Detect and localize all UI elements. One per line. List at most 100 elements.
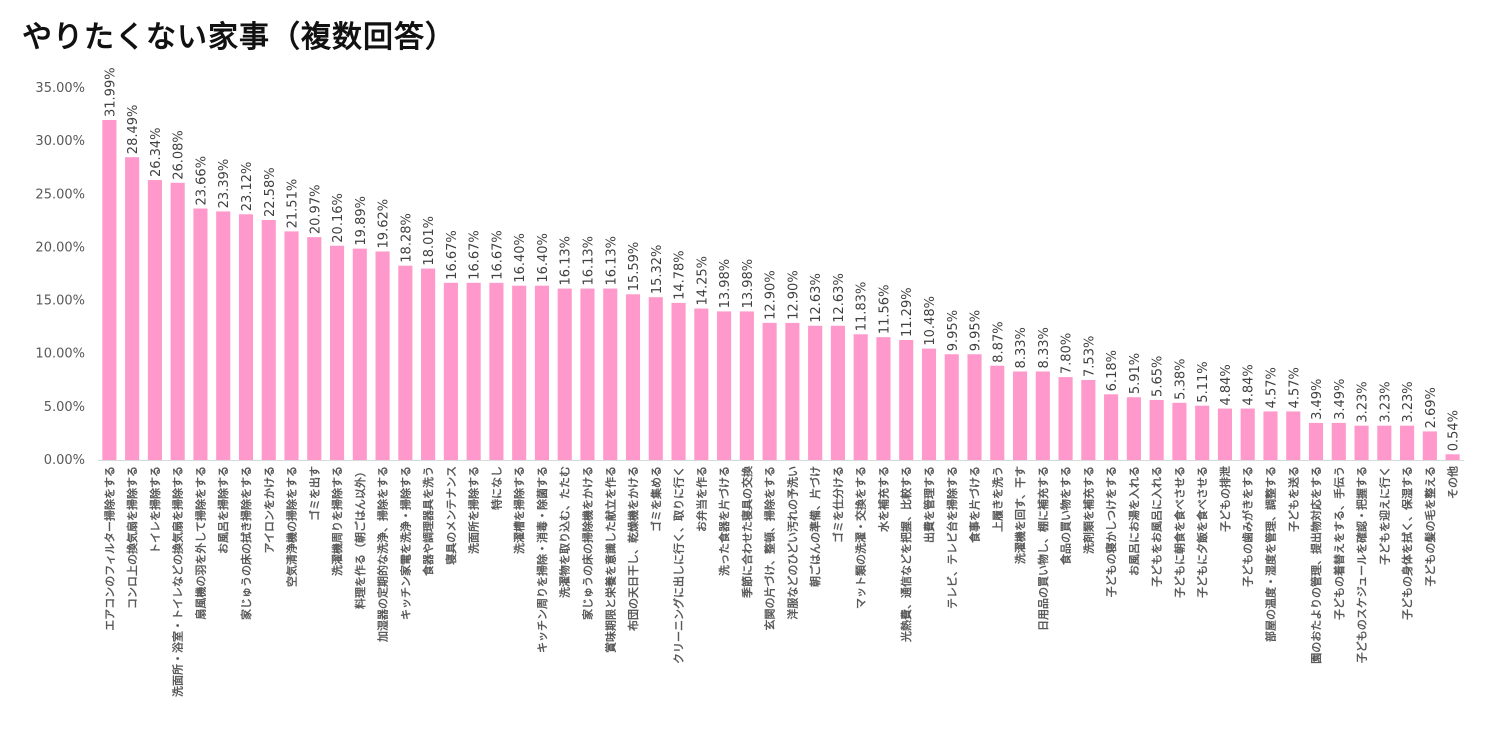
y-tick-label: 15.00% [35, 294, 85, 309]
data-label: 19.62% [377, 199, 392, 249]
data-label: 7.80% [1060, 333, 1075, 374]
data-label: 6.18% [1105, 350, 1120, 391]
bar [329, 245, 345, 460]
x-tick-label: キッチン家電を洗浄・掃除する [398, 466, 412, 620]
x-tick-label: 家じゅうの床の掃除機をかける [580, 466, 594, 620]
x-tick-label: 朝ごはんの準備、片づけ [808, 466, 822, 587]
data-label: 23.39% [217, 159, 232, 209]
x-tick-label: 子どもを送る [1286, 466, 1300, 532]
x-tick-label: 洗剤類を補充する [1081, 466, 1095, 554]
bar [1422, 431, 1437, 460]
bar [557, 288, 572, 460]
data-label: 5.38% [1173, 359, 1188, 400]
bar [762, 322, 777, 460]
bar [603, 288, 618, 460]
data-label: 23.12% [240, 162, 255, 212]
bar [1445, 454, 1460, 460]
data-label: 20.16% [331, 193, 346, 243]
data-label: 26.34% [149, 127, 164, 177]
data-label: 0.54% [1447, 410, 1462, 451]
bar [193, 208, 208, 460]
x-tick-label: 出費を管理する [922, 466, 936, 543]
data-label: 7.53% [1082, 336, 1097, 377]
data-label: 11.83% [855, 282, 870, 332]
x-tick-label: 季節に合わせた寝具の交換 [740, 465, 754, 599]
x-tick-label: 子どもの排泄 [1218, 466, 1232, 532]
bar [534, 285, 550, 460]
data-label: 3.23% [1378, 381, 1393, 422]
bar [1035, 371, 1050, 460]
bar [216, 211, 231, 460]
data-label: 14.25% [695, 256, 710, 306]
x-tick-label: 上履きを洗う [990, 466, 1004, 532]
x-tick-label: テレビ、テレビ台を掃除する [945, 466, 959, 609]
bar [580, 288, 595, 460]
data-label: 3.49% [1333, 379, 1348, 420]
x-tick-label: その他 [1446, 466, 1460, 499]
x-tick-label: ゴミを集める [649, 466, 663, 532]
data-label: 19.89% [354, 196, 369, 246]
x-tick-label: 寝具のメンテナンス [444, 466, 458, 565]
x-tick-label: お弁当を作る [694, 466, 708, 532]
bar [421, 268, 436, 460]
x-tick-label: 食事を片づける [968, 466, 982, 543]
bar [1195, 405, 1210, 460]
x-tick-label: クリーニングに出しに行く、取りに行く [672, 466, 686, 664]
bar [489, 282, 504, 460]
data-label: 11.56% [877, 285, 892, 335]
bar [1058, 377, 1073, 460]
x-tick-label: 洗濯物を取り込む、たたむ [558, 466, 572, 598]
x-tick-label: ゴミを出す [307, 466, 321, 521]
y-tick-label: 10.00% [35, 347, 85, 362]
data-label: 16.67% [468, 230, 483, 280]
x-tick-label: 布団の天日干し、乾燥機をかける [626, 466, 640, 631]
bar [1081, 379, 1096, 460]
x-tick-label: ゴミを仕分ける [831, 466, 845, 543]
bar [307, 237, 322, 460]
data-label: 16.13% [559, 236, 574, 286]
data-label: 18.28% [399, 213, 414, 263]
bar [785, 322, 800, 460]
bar [284, 231, 299, 460]
data-label: 16.40% [513, 233, 528, 283]
data-label: 3.49% [1310, 379, 1325, 420]
x-tick-label: マット類の洗濯・交換をする [854, 466, 868, 609]
bar [648, 297, 663, 460]
x-tick-label: 子どもをお風呂に入れる [1151, 466, 1164, 587]
data-label: 4.84% [1219, 364, 1234, 405]
data-label: 5.65% [1151, 356, 1166, 397]
y-tick-label: 5.00% [44, 400, 85, 415]
bar [1217, 408, 1233, 460]
bar [1286, 411, 1301, 460]
y-tick-label: 20.00% [35, 240, 85, 255]
data-label: 8.33% [1014, 327, 1029, 368]
data-label: 28.49% [126, 105, 141, 155]
data-label: 5.11% [1196, 361, 1211, 402]
x-tick-label: トイレを掃除する [148, 466, 162, 554]
x-tick-label: お風呂にお湯を入れる [1127, 466, 1141, 576]
data-label: 16.13% [604, 236, 619, 286]
data-label: 3.23% [1401, 381, 1416, 422]
bar [717, 311, 732, 460]
x-tick-label: 食品の買い物をする [1059, 466, 1073, 565]
x-tick-label: 洋服などのひどい汚れの予洗い [785, 466, 799, 620]
bar [921, 348, 937, 460]
bar [1126, 397, 1141, 460]
data-label: 4.57% [1287, 367, 1302, 408]
y-tick-label: 0.00% [44, 453, 85, 468]
data-label: 11.29% [900, 287, 915, 337]
x-tick-label: 部屋の温度・湿度を管理、調整する [1263, 466, 1277, 642]
x-tick-label: お風呂を掃除する [216, 466, 230, 554]
bar [1240, 408, 1255, 460]
bar [808, 325, 823, 460]
bar [967, 354, 982, 460]
data-label: 13.98% [718, 259, 733, 309]
x-tick-label: 賞味期限と栄養を意識した献立を作る [603, 466, 617, 653]
bar [125, 157, 140, 460]
data-label: 4.57% [1264, 367, 1279, 408]
bar [170, 182, 185, 460]
x-tick-label: 洗濯機を回す、干す [1013, 466, 1027, 564]
x-tick-label: 洗った食器を片づける [717, 466, 731, 576]
bar [1263, 411, 1278, 460]
